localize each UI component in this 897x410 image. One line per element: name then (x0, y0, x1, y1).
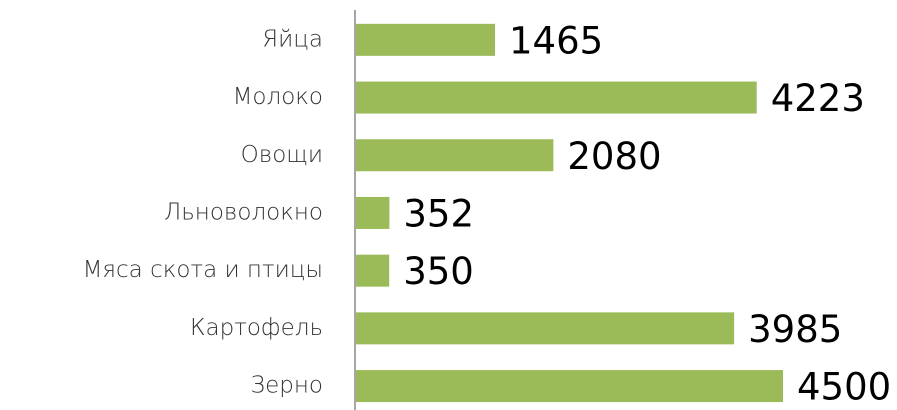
value-label: 350 (403, 250, 474, 293)
bar (356, 312, 735, 345)
bar (356, 196, 390, 229)
value-label: 4500 (797, 366, 891, 409)
bar (356, 370, 783, 403)
value-label: 4223 (771, 77, 865, 120)
category-label: Зерно (251, 373, 324, 399)
bar (356, 81, 757, 114)
category-label: Овощи (241, 142, 323, 168)
category-label: Молоко (233, 84, 323, 110)
bar (356, 23, 496, 56)
category-label: Льноволокно (164, 199, 323, 225)
value-label: 352 (403, 192, 474, 235)
category-label: Яйца (262, 26, 323, 52)
value-label: 3985 (748, 308, 842, 351)
value-label: 2080 (567, 135, 661, 178)
value-label: 1465 (509, 19, 603, 62)
category-label: Мяса скота и птицы (83, 257, 323, 283)
bar (356, 139, 554, 172)
category-label: Картофель (190, 315, 323, 341)
bar (356, 254, 390, 287)
